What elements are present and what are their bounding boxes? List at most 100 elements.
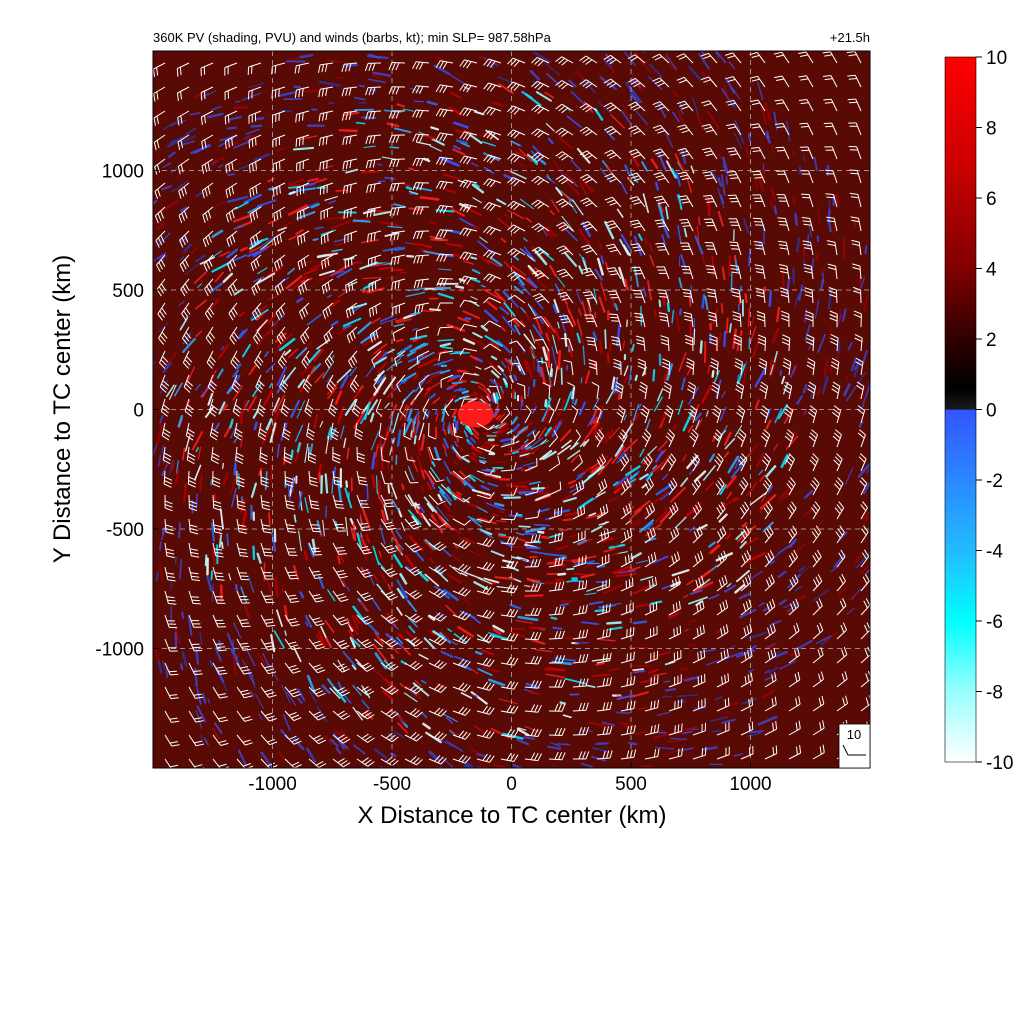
pv-streak [382,689,393,700]
pv-streak [124,216,135,227]
pv-streak [530,306,544,325]
pv-streak [620,182,628,195]
pv-streak [441,756,453,768]
pv-streak [408,167,415,171]
pv-streak [237,328,248,340]
pv-streak [90,281,102,293]
pv-streak [256,319,268,332]
pv-streak [187,615,193,636]
pv-streak [741,537,759,548]
pv-streak [207,392,214,406]
pv-streak [285,691,297,706]
pv-streak [523,250,532,258]
pv-streak [360,332,376,344]
pv-streak [174,382,183,397]
pv-streak [361,507,371,528]
wind-barb [295,110,310,123]
pv-streak [599,76,617,90]
pv-streak [324,620,335,633]
pv-streak [299,53,314,59]
pv-streak [144,366,152,383]
pv-streak [640,575,654,581]
pv-streak [330,14,336,15]
pv-streak [562,714,572,719]
pv-streak [629,509,642,520]
pv-streak [232,385,244,401]
pv-streak [189,112,201,116]
wind-barb [153,62,166,78]
wind-barb [435,108,454,118]
pv-streak [590,831,601,834]
pv-streak [220,346,225,351]
wind-barb [677,124,694,136]
pv-streak [828,355,840,373]
wind-barb [798,99,814,112]
wind-barb [627,54,646,64]
pv-streak [875,357,879,365]
pv-streak [666,54,678,71]
pv-streak [487,259,501,268]
pv-streak [127,238,141,249]
pv-streak [104,445,108,451]
pv-streak [429,557,435,564]
wind-barb [177,134,190,150]
pv-streak [140,455,148,472]
pv-streak [511,416,518,425]
pv-streak [293,85,302,89]
pv-streak [661,584,671,590]
pv-streak [495,531,505,535]
pv-streak [671,309,675,324]
pv-streak [524,439,529,444]
pv-streak [329,687,341,699]
pv-streak [334,390,343,406]
pv-streak [452,145,462,151]
pv-streak [207,698,211,704]
pv-streak [394,127,412,134]
pv-streak [470,277,481,283]
pv-streak [287,185,301,189]
pv-streak [503,7,512,14]
pv-streak [768,290,772,307]
pv-streak [326,377,332,383]
pv-streak [584,370,591,384]
pv-streak [488,362,498,370]
pv-streak [682,410,694,432]
pv-streak [114,424,116,430]
pv-streak [825,631,838,643]
wind-barb [603,125,622,136]
pv-streak [595,662,605,666]
pv-streak [420,434,426,451]
pv-streak [608,667,619,672]
wind-barb [294,86,310,99]
pv-streak [306,313,322,326]
pv-streak [113,569,116,587]
pv-streak [525,217,532,223]
pv-streak [337,681,345,694]
pv-streak [487,631,503,638]
pv-streak [117,212,130,219]
colorbar-tick-label: 6 [986,189,997,210]
pv-streak [145,426,148,433]
pv-streak [422,410,427,420]
pv-streak [438,1,453,5]
pv-streak [464,17,479,26]
pv-streak [493,763,507,768]
pv-streak [888,406,894,418]
pv-streak [377,163,383,166]
pv-streak [544,63,561,76]
pv-streak [454,420,457,428]
pv-streak [482,385,491,394]
pv-streak [690,165,695,174]
pv-streak [779,370,783,376]
pv-streak [544,91,555,99]
wind-barb [774,75,790,88]
pv-streak [568,309,576,326]
pv-streak [748,570,763,581]
pv-streak [447,628,452,633]
pv-streak [524,594,544,598]
pv-streak [473,724,486,735]
wind-barb [726,123,742,136]
wind-barb [531,104,550,114]
pv-streak [407,354,424,363]
wind-barb [847,74,862,88]
